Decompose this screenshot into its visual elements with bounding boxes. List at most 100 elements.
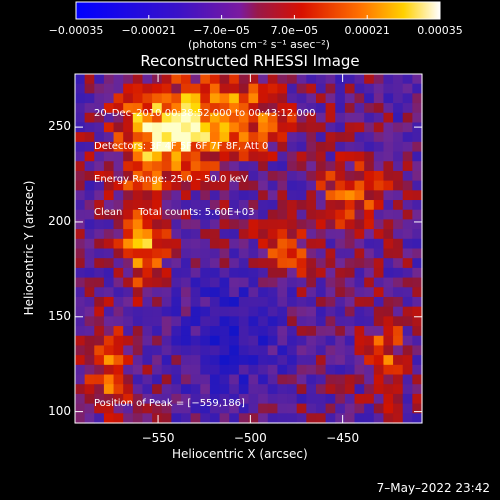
heatmap-cell	[238, 248, 250, 259]
heatmap-cell	[209, 277, 221, 288]
heatmap-cell	[123, 161, 134, 172]
heatmap-cell	[229, 355, 240, 366]
heatmap-cell	[373, 267, 385, 279]
heatmap-cell	[364, 316, 375, 327]
heatmap-cell	[354, 74, 365, 85]
heatmap-cell	[200, 248, 211, 259]
heatmap-cell	[103, 180, 115, 191]
heatmap-cell	[219, 316, 230, 327]
heatmap-cell	[229, 296, 240, 308]
heatmap-cell	[190, 277, 201, 288]
heatmap-cell	[393, 403, 404, 414]
heatmap-cell	[267, 200, 279, 211]
heatmap-cell	[190, 374, 201, 385]
heatmap-cell	[181, 170, 192, 182]
heatmap-cell	[315, 296, 327, 308]
heatmap-cell	[306, 74, 317, 85]
heatmap-cell	[238, 170, 250, 182]
heatmap-cell	[219, 306, 230, 317]
heatmap-cell	[412, 296, 423, 308]
heatmap-cell	[402, 335, 413, 347]
heatmap-cell	[412, 93, 423, 104]
heatmap-cell	[209, 364, 221, 376]
heatmap-cell	[248, 364, 259, 376]
heatmap-cell	[287, 132, 298, 143]
heatmap-cell	[94, 413, 105, 424]
heatmap-cell	[200, 393, 211, 405]
heatmap-cell	[75, 277, 86, 288]
heatmap-cell	[412, 229, 423, 240]
heatmap-cell	[306, 83, 317, 94]
heatmap-cell	[248, 393, 259, 405]
heatmap-cell	[181, 141, 192, 153]
heatmap-cell	[181, 132, 192, 143]
heatmap-cell	[306, 229, 317, 240]
heatmap-cell	[325, 296, 336, 308]
heatmap-cell	[267, 335, 279, 347]
heatmap-cell	[393, 122, 404, 133]
heatmap-cell	[171, 229, 182, 240]
heatmap-cell	[306, 161, 317, 172]
heatmap-cell	[306, 209, 317, 221]
heatmap-cell	[335, 229, 346, 240]
heatmap-cell	[258, 316, 269, 327]
heatmap-cell	[402, 287, 413, 298]
heatmap-cell	[248, 229, 259, 240]
heatmap-cell	[171, 74, 182, 85]
heatmap-cell	[132, 364, 144, 376]
heatmap-cell	[315, 277, 327, 288]
heatmap-cell	[209, 209, 221, 221]
heatmap-cell	[142, 103, 153, 114]
heatmap-cell	[209, 374, 221, 385]
heatmap-cell	[315, 413, 327, 424]
heatmap-cell	[373, 355, 385, 366]
heatmap-cell	[267, 151, 279, 162]
heatmap-cell	[152, 306, 163, 317]
heatmap-cell	[181, 287, 192, 298]
heatmap-cell	[238, 413, 250, 424]
heatmap-cell	[287, 296, 298, 308]
heatmap-cell	[132, 83, 144, 94]
heatmap-cell	[171, 219, 182, 230]
heatmap-cell	[161, 180, 172, 191]
heatmap-cell	[335, 326, 346, 337]
heatmap-cell	[209, 413, 221, 424]
heatmap-cell	[152, 374, 163, 385]
heatmap-cell	[248, 112, 259, 124]
x-tick-label: −550	[141, 431, 175, 445]
heatmap-cell	[354, 374, 365, 385]
heatmap-cell	[383, 190, 394, 201]
heatmap-cell	[171, 141, 182, 153]
peak-position-label: Position of Peak = [−559,186]	[94, 398, 245, 409]
heatmap-cell	[152, 229, 163, 240]
heatmap-cell	[267, 229, 279, 240]
heatmap-cell	[200, 122, 211, 133]
heatmap-cell	[364, 248, 375, 259]
heatmap-cell	[277, 248, 288, 259]
heatmap-cell	[75, 393, 86, 405]
heatmap-cell	[383, 306, 394, 317]
heatmap-cell	[402, 122, 413, 133]
heatmap-cell	[229, 200, 240, 211]
heatmap-cell	[402, 326, 413, 337]
heatmap-cell	[142, 161, 153, 172]
heatmap-cell	[103, 122, 115, 133]
heatmap-cell	[190, 209, 201, 221]
heatmap-cell	[84, 248, 95, 259]
heatmap-cell	[412, 74, 423, 85]
heatmap-cell	[171, 238, 182, 250]
heatmap-cell	[267, 345, 279, 356]
heatmap-cell	[132, 122, 144, 133]
heatmap-cell	[171, 93, 182, 104]
heatmap-cell	[84, 316, 95, 327]
heatmap-cell	[393, 316, 404, 327]
heatmap-cell	[152, 267, 163, 279]
heatmap-cell	[152, 345, 163, 356]
heatmap-cell	[123, 132, 134, 143]
heatmap-cell	[123, 219, 134, 230]
heatmap-cell	[190, 141, 201, 153]
heatmap-cell	[306, 364, 317, 376]
heatmap-cell	[123, 296, 134, 308]
heatmap-cell	[142, 384, 153, 395]
heatmap-cell	[373, 326, 385, 337]
